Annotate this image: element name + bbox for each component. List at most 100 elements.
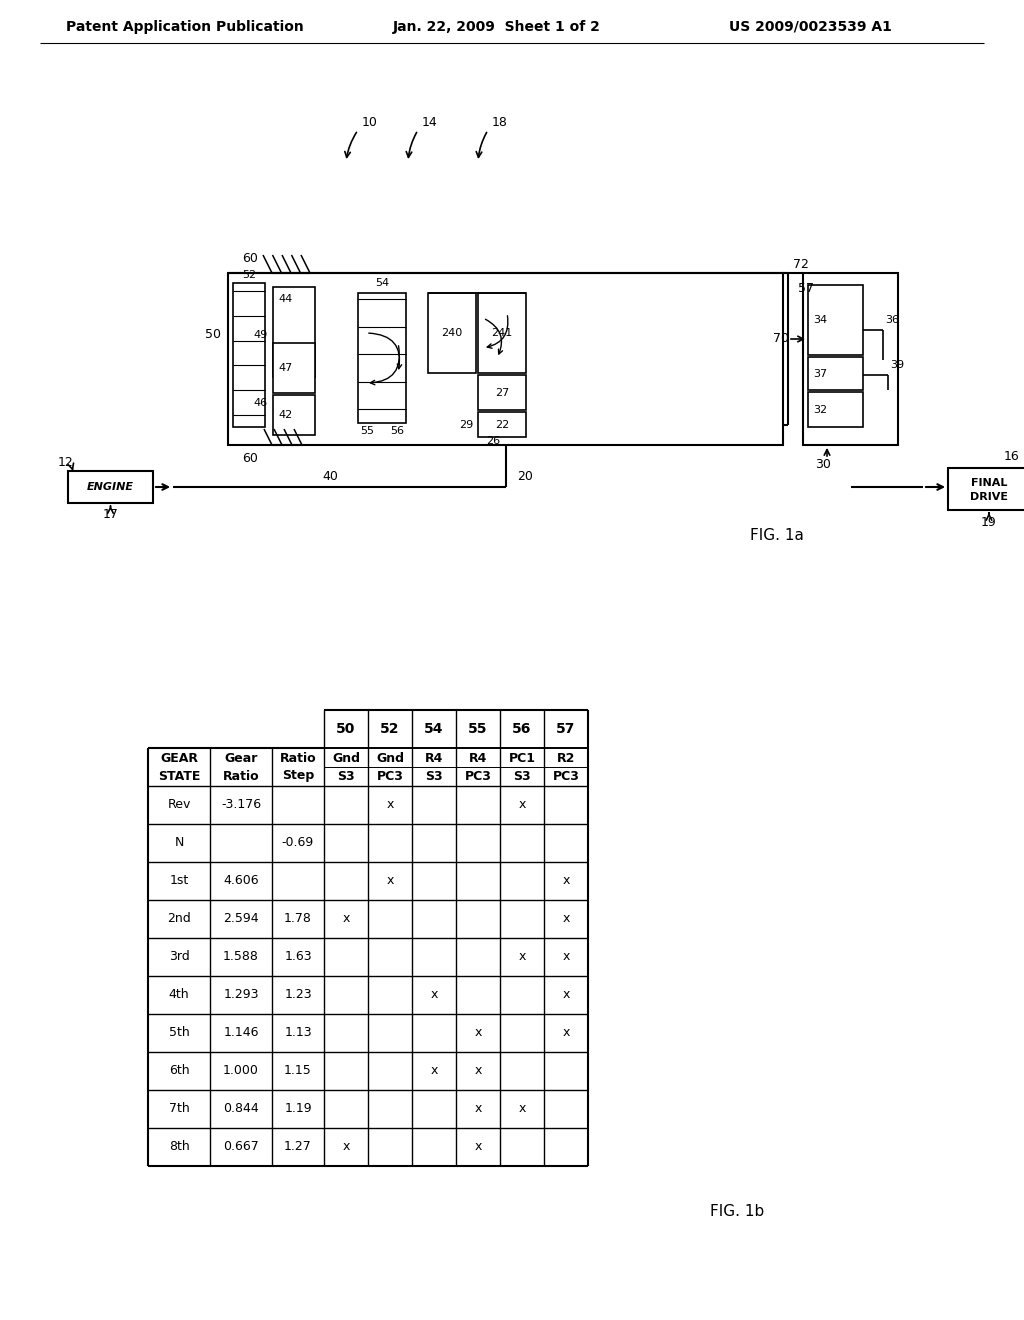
Text: 49: 49 (254, 330, 268, 341)
Text: GEAR: GEAR (160, 751, 198, 764)
Text: PC1: PC1 (509, 751, 536, 764)
Text: 2nd: 2nd (167, 912, 190, 925)
Text: Patent Application Publication: Patent Application Publication (67, 20, 304, 34)
Text: 0.844: 0.844 (223, 1102, 259, 1115)
Text: x: x (562, 989, 569, 1002)
Text: R4: R4 (425, 751, 443, 764)
Text: PC3: PC3 (553, 770, 580, 783)
Text: DRIVE: DRIVE (970, 492, 1008, 502)
Text: 1.27: 1.27 (284, 1140, 312, 1154)
Text: x: x (342, 912, 349, 925)
Text: 1.19: 1.19 (285, 1102, 312, 1115)
Text: US 2009/0023539 A1: US 2009/0023539 A1 (728, 20, 892, 34)
Text: 70: 70 (773, 333, 790, 346)
Text: 240: 240 (441, 327, 463, 338)
Text: 1.000: 1.000 (223, 1064, 259, 1077)
Text: 55: 55 (468, 722, 487, 737)
Text: Jan. 22, 2009  Sheet 1 of 2: Jan. 22, 2009 Sheet 1 of 2 (393, 20, 601, 34)
Text: 16: 16 (1004, 450, 1020, 462)
Text: x: x (518, 1102, 525, 1115)
Bar (273, 395, 315, 436)
Text: 8th: 8th (169, 1140, 189, 1154)
Text: x: x (562, 912, 569, 925)
Text: 34: 34 (813, 315, 827, 325)
Text: 1.15: 1.15 (284, 1064, 312, 1077)
Text: 60: 60 (242, 453, 258, 466)
Text: x: x (342, 1140, 349, 1154)
Bar (478, 412, 526, 437)
Text: 37: 37 (813, 370, 827, 379)
Bar (808, 356, 863, 389)
Text: x: x (386, 874, 393, 887)
Text: x: x (474, 1102, 481, 1115)
Text: 46: 46 (254, 399, 268, 408)
Text: 6th: 6th (169, 1064, 189, 1077)
Bar (233, 282, 265, 426)
Text: 42: 42 (278, 411, 292, 420)
Text: 54: 54 (375, 279, 389, 288)
Text: 56: 56 (512, 722, 531, 737)
Text: 1.23: 1.23 (285, 989, 312, 1002)
Text: 18: 18 (492, 116, 508, 129)
Text: S3: S3 (425, 770, 442, 783)
Text: 44: 44 (278, 294, 292, 304)
Text: FIG. 1b: FIG. 1b (710, 1204, 764, 1218)
Bar (273, 343, 315, 393)
Text: 29: 29 (459, 420, 473, 430)
Text: 50: 50 (336, 722, 355, 737)
Bar (478, 293, 526, 374)
Text: x: x (562, 874, 569, 887)
Text: 32: 32 (813, 405, 827, 414)
Text: x: x (430, 1064, 437, 1077)
Text: 0.667: 0.667 (223, 1140, 259, 1154)
Text: x: x (518, 799, 525, 812)
Text: STATE: STATE (158, 770, 200, 783)
Text: x: x (518, 950, 525, 964)
Text: Gnd: Gnd (332, 751, 360, 764)
Text: 57: 57 (798, 281, 814, 294)
Text: -0.69: -0.69 (282, 837, 314, 850)
Text: N: N (174, 837, 183, 850)
Text: 55: 55 (360, 426, 374, 436)
Text: 57: 57 (556, 722, 575, 737)
Text: Ratio: Ratio (222, 770, 259, 783)
Text: 1.78: 1.78 (284, 912, 312, 925)
Text: PC3: PC3 (465, 770, 492, 783)
Text: S3: S3 (337, 770, 354, 783)
Text: x: x (474, 1064, 481, 1077)
Text: 1.13: 1.13 (285, 1027, 312, 1040)
Text: 52: 52 (380, 722, 399, 737)
Text: 40: 40 (323, 470, 338, 483)
Bar (68, 471, 153, 503)
Text: x: x (386, 799, 393, 812)
Text: 17: 17 (102, 508, 119, 521)
Text: PC3: PC3 (377, 770, 403, 783)
Text: 56: 56 (390, 426, 404, 436)
Text: R2: R2 (557, 751, 575, 764)
Text: 22: 22 (495, 420, 509, 429)
Text: FINAL: FINAL (971, 478, 1008, 488)
Text: 20: 20 (517, 470, 534, 483)
Bar (428, 293, 476, 374)
Bar (228, 273, 783, 445)
Text: 4th: 4th (169, 989, 189, 1002)
Text: x: x (474, 1027, 481, 1040)
Text: 12: 12 (58, 457, 74, 470)
Text: FIG. 1a: FIG. 1a (750, 528, 804, 543)
Text: x: x (474, 1140, 481, 1154)
Text: 27: 27 (495, 388, 509, 397)
Text: 52: 52 (242, 271, 256, 280)
Bar (808, 285, 863, 355)
Text: 72: 72 (793, 259, 809, 272)
Text: Step: Step (282, 770, 314, 783)
Text: 30: 30 (815, 458, 830, 471)
Text: 1.293: 1.293 (223, 989, 259, 1002)
Text: x: x (562, 1027, 569, 1040)
Text: 47: 47 (278, 363, 292, 374)
Text: 54: 54 (424, 722, 443, 737)
Bar (478, 375, 526, 411)
Text: 5th: 5th (169, 1027, 189, 1040)
Text: 50: 50 (205, 329, 221, 342)
Text: 1st: 1st (169, 874, 188, 887)
Text: 3rd: 3rd (169, 950, 189, 964)
